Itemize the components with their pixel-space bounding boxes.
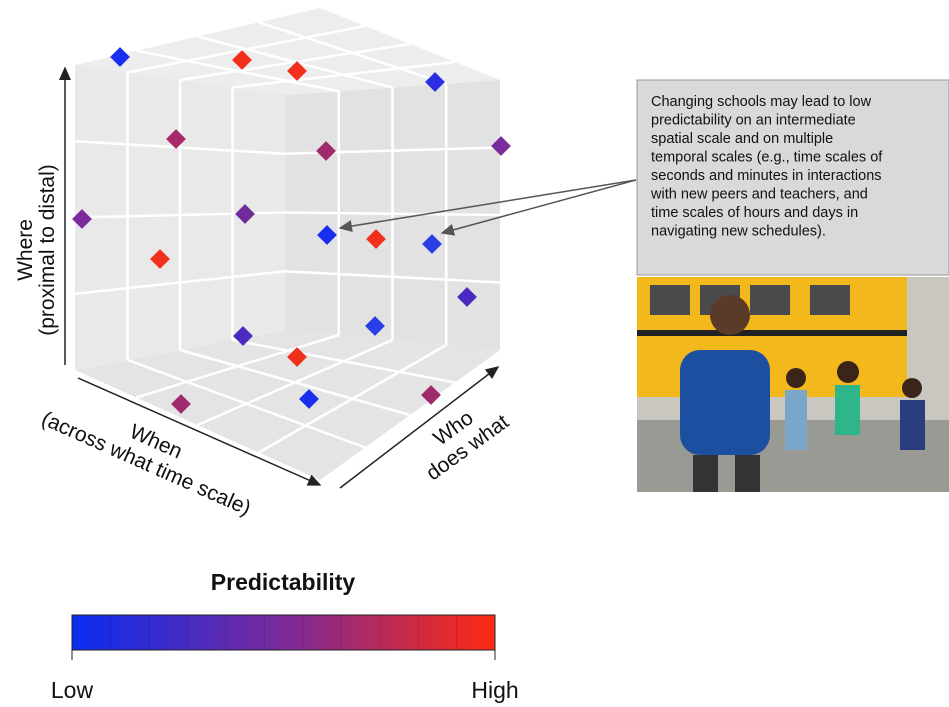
callout-line: spatial scale and on multiple [651,131,833,147]
callout-line: seconds and minutes in interactions [651,168,882,184]
legend-high: High [471,677,518,703]
photo [637,277,949,492]
legend-title: Predictability [211,569,356,595]
where-label: Where (proximal to distal) [14,164,59,336]
colorbar [72,615,495,650]
axis-label: Where [14,219,37,281]
callout-line: Changing schools may lead to low [651,94,872,110]
callout-line: predictability on an intermediate [651,113,856,129]
cube [72,8,511,480]
backpack [680,350,770,455]
legend-low: Low [51,677,94,703]
callout-line: navigating new schedules). [651,224,826,240]
callout-line: temporal scales (e.g., time scales of [651,150,883,166]
figure: Where (proximal to distal) When (across … [0,0,949,707]
callout-line: with new peers and teachers, and [650,187,868,203]
axis-sublabel: (proximal to distal) [36,164,59,336]
callout-line: time scales of hours and days in [651,205,858,221]
